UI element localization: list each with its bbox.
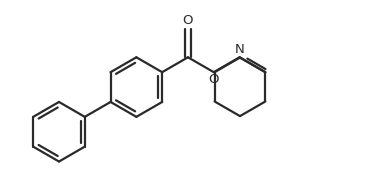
Text: O: O (209, 73, 219, 86)
Text: O: O (183, 14, 193, 27)
Text: N: N (235, 43, 245, 56)
